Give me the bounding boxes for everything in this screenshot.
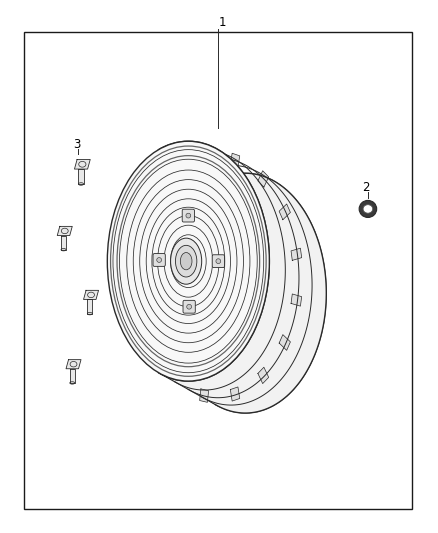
Polygon shape (291, 294, 302, 306)
Bar (24, 32, 412, 509)
Text: 3: 3 (73, 139, 80, 151)
Polygon shape (74, 159, 90, 169)
Ellipse shape (164, 173, 326, 413)
Ellipse shape (107, 141, 269, 381)
Text: 1: 1 (219, 16, 226, 29)
Polygon shape (70, 369, 75, 383)
Polygon shape (87, 300, 92, 313)
Polygon shape (279, 204, 290, 220)
FancyBboxPatch shape (183, 301, 195, 313)
Polygon shape (159, 141, 326, 413)
Text: 2: 2 (362, 181, 370, 194)
Ellipse shape (363, 205, 373, 213)
Ellipse shape (180, 253, 192, 270)
Ellipse shape (87, 312, 92, 315)
Polygon shape (78, 169, 84, 184)
Polygon shape (200, 152, 208, 165)
Polygon shape (84, 290, 99, 300)
Ellipse shape (157, 257, 162, 262)
Ellipse shape (359, 200, 377, 217)
Polygon shape (66, 360, 81, 369)
Ellipse shape (61, 248, 66, 251)
Ellipse shape (70, 382, 75, 384)
Ellipse shape (216, 259, 221, 264)
Polygon shape (258, 171, 268, 187)
FancyBboxPatch shape (153, 254, 165, 266)
Ellipse shape (187, 304, 191, 309)
FancyBboxPatch shape (212, 255, 224, 268)
Ellipse shape (170, 238, 202, 284)
Ellipse shape (78, 183, 84, 185)
Polygon shape (279, 335, 290, 350)
Ellipse shape (176, 245, 197, 277)
Polygon shape (200, 389, 208, 402)
Polygon shape (291, 248, 302, 260)
Polygon shape (61, 236, 66, 249)
Polygon shape (57, 227, 72, 236)
Polygon shape (230, 154, 240, 167)
Polygon shape (258, 367, 268, 384)
Polygon shape (230, 387, 240, 401)
FancyBboxPatch shape (182, 209, 194, 222)
Ellipse shape (186, 213, 191, 218)
